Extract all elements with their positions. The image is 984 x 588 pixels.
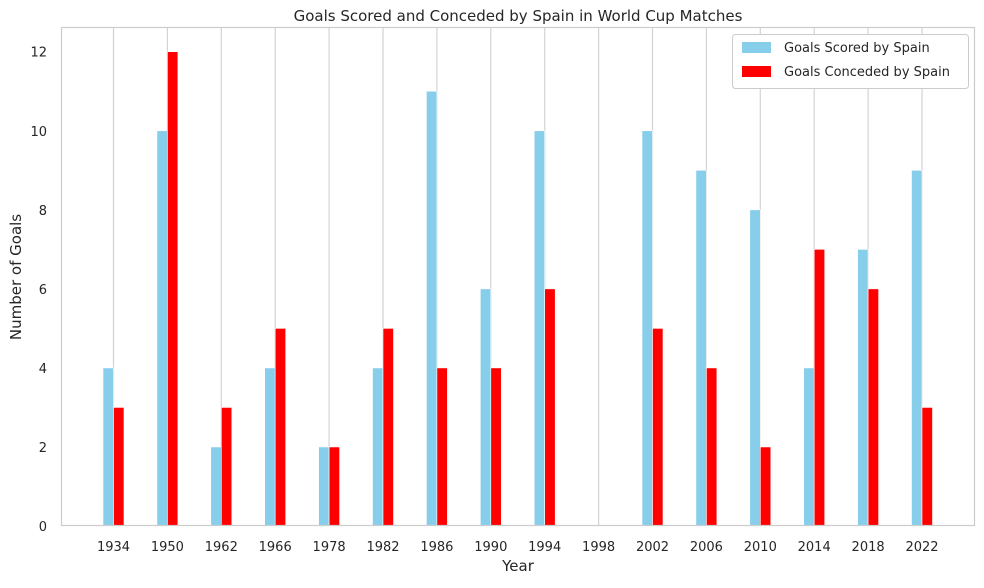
x-tick-label: 2014 (798, 540, 831, 555)
legend-swatch-scored (742, 42, 771, 53)
bar-scored-1950 (156, 130, 168, 527)
x-tick-label: 1950 (151, 540, 184, 555)
bar-scored-1934 (102, 367, 114, 527)
x-tick-label: 1986 (420, 540, 453, 555)
x-tick-label: 1998 (582, 540, 615, 555)
grid-lines (112, 28, 923, 526)
x-tick-label: 2022 (905, 540, 938, 555)
bar-conceded-2014 (813, 249, 826, 527)
bar-scored-1966 (264, 367, 276, 527)
legend-label-scored: Goals Scored by Spain (784, 41, 930, 56)
bar-conceded-1934 (113, 407, 125, 527)
x-tick-label: 1978 (313, 540, 346, 555)
bar-scored-1962 (210, 446, 222, 527)
x-tick-label: 1934 (97, 540, 130, 555)
x-tick-label: 1990 (474, 540, 507, 555)
bar-scored-2006 (695, 169, 707, 527)
legend-label-conceded: Goals Conceded by Spain (784, 65, 950, 80)
y-tick-labels: 0 2 4 6 8 10 12 (30, 46, 47, 535)
bar-conceded-1982 (382, 328, 394, 527)
x-tick-label: 2006 (690, 540, 723, 555)
bar-conceded-2018 (867, 288, 879, 527)
bar-conceded-1962 (221, 407, 233, 527)
bar-conceded-2006 (706, 367, 718, 527)
bars (102, 51, 933, 527)
plot-frame (60, 26, 976, 527)
legend-box (732, 34, 969, 89)
x-tick-label: 2010 (744, 540, 777, 555)
bar-conceded-2002 (652, 328, 664, 527)
y-tick-label: 10 (30, 125, 47, 140)
bar-conceded-1986 (436, 367, 448, 527)
y-tick-label: 12 (30, 46, 47, 61)
x-tick-label: 2002 (636, 540, 669, 555)
bar-conceded-1994 (544, 288, 556, 527)
legend: Goals Scored by Spain Goals Conceded by … (732, 34, 969, 89)
bar-conceded-1990 (490, 367, 502, 527)
x-tick-label: 1966 (259, 540, 292, 555)
bar-conceded-1978 (328, 446, 340, 527)
bar-scored-1978 (318, 446, 330, 527)
y-axis-label: Number of Goals (7, 214, 25, 340)
bar-scored-2010 (749, 209, 761, 527)
bar-conceded-2022 (921, 407, 933, 527)
bar-scored-2014 (803, 367, 815, 527)
bar-scored-1990 (479, 288, 492, 527)
y-tick-label: 4 (39, 362, 47, 377)
bar-scored-2022 (911, 169, 923, 527)
legend-swatch-conceded (742, 66, 771, 77)
x-axis-label: Year (501, 557, 535, 575)
y-tick-label: 2 (39, 441, 47, 456)
chart-title: Goals Scored and Conceded by Spain in Wo… (294, 7, 743, 25)
y-tick-label: 8 (39, 204, 47, 219)
y-tick-label: 0 (39, 520, 47, 535)
x-tick-label: 1982 (366, 540, 399, 555)
x-tick-label: 1994 (528, 540, 561, 555)
bar-conceded-1950 (167, 51, 179, 527)
bar-scored-2002 (641, 130, 653, 527)
bar-scored-2018 (857, 249, 869, 527)
x-tick-label: 1962 (205, 540, 238, 555)
x-tick-labels: 1934 1950 1962 1966 1978 1982 1986 1990 1994 1998… (97, 540, 939, 555)
x-tick-label: 2018 (852, 540, 885, 555)
y-tick-label: 6 (39, 283, 47, 298)
bar-scored-1986 (426, 90, 438, 527)
bar-scored-1982 (372, 367, 384, 527)
bar-conceded-1966 (274, 328, 287, 527)
bar-scored-1994 (533, 130, 546, 527)
bar-conceded-2010 (759, 446, 772, 527)
